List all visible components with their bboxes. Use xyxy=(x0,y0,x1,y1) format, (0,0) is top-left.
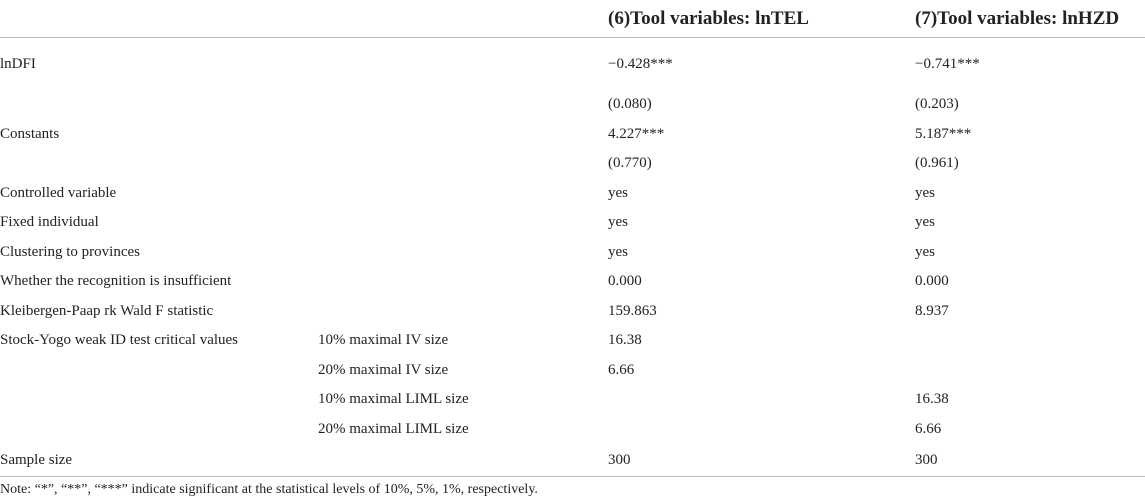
cell-model-7: 8.937 xyxy=(915,302,949,319)
cell-model-6: −0.428*** xyxy=(608,55,673,72)
table-row: Whether the recognition is insufficient … xyxy=(0,267,1145,297)
cell-model-7 xyxy=(915,356,1145,386)
table-row: (0.080) (0.203) xyxy=(0,90,1145,120)
cell-model-6: 300 xyxy=(608,444,915,477)
table-footnote: Note: “*”, “**”, “***” indicate signific… xyxy=(0,482,538,497)
table-row: Clustering to provinces yes yes xyxy=(0,238,1145,268)
row-sublabel: 20% maximal IV size xyxy=(318,361,449,378)
row-sublabel: 10% maximal LIML size xyxy=(318,391,469,408)
cell-model-6: (0.770) xyxy=(608,155,652,172)
table-row: (0.770) (0.961) xyxy=(0,149,1145,179)
cell-model-6 xyxy=(608,385,915,415)
row-label: Constants xyxy=(0,125,60,142)
table-row: lnDFI −0.428*** −0.741*** xyxy=(0,38,1145,91)
results-table-wrapper: (6)Tool variables: lnTEL (7)Tool variabl… xyxy=(0,0,1145,477)
cell-model-7: yes xyxy=(915,184,935,201)
row-sublabel xyxy=(318,179,608,209)
table-header-row: (6)Tool variables: lnTEL (7)Tool variabl… xyxy=(0,0,1145,38)
row-sublabel xyxy=(318,238,608,268)
row-sublabel: 20% maximal LIML size xyxy=(318,420,469,437)
cell-model-7: yes xyxy=(915,243,935,260)
row-sublabel xyxy=(318,297,608,327)
cell-model-7: 0.000 xyxy=(915,273,949,290)
header-cell-sub xyxy=(318,0,608,38)
header-cell-model-7: (7)Tool variables: lnHZD xyxy=(915,0,1145,38)
row-label xyxy=(0,415,318,445)
cell-model-6: 159.863 xyxy=(608,302,657,319)
table-row: 20% maximal IV size 6.66 xyxy=(0,356,1145,386)
row-label xyxy=(0,149,318,179)
cell-model-7: 5.187*** xyxy=(915,125,972,142)
row-sublabel xyxy=(318,38,608,91)
table-row: Constants 4.227*** 5.187*** xyxy=(0,120,1145,150)
row-label: Kleibergen-Paap rk Wald F statistic xyxy=(0,302,214,319)
row-sublabel: 10% maximal IV size xyxy=(318,332,449,349)
table-row: Kleibergen-Paap rk Wald F statistic 159.… xyxy=(0,297,1145,327)
row-label xyxy=(0,385,318,415)
header-cell-model-6: (6)Tool variables: lnTEL xyxy=(608,0,915,38)
cell-model-6: 6.66 xyxy=(608,361,635,378)
row-sublabel xyxy=(318,267,608,297)
row-sublabel xyxy=(318,444,608,477)
regression-results-table: (6)Tool variables: lnTEL (7)Tool variabl… xyxy=(0,0,1145,477)
table-row: Controlled variable yes yes xyxy=(0,179,1145,209)
table-row: Stock-Yogo weak ID test critical values … xyxy=(0,326,1145,356)
cell-model-6: (0.080) xyxy=(608,96,652,113)
cell-model-7: (0.961) xyxy=(915,155,959,172)
cell-model-6: yes xyxy=(608,214,628,231)
row-label: lnDFI xyxy=(0,55,36,72)
cell-model-6: 4.227*** xyxy=(608,125,665,142)
row-label xyxy=(0,356,318,386)
row-sublabel xyxy=(318,149,608,179)
cell-model-6: 0.000 xyxy=(608,273,642,290)
row-label: Controlled variable xyxy=(0,184,117,201)
cell-model-6: yes xyxy=(608,243,628,260)
row-label: Fixed individual xyxy=(0,214,99,231)
cell-model-7 xyxy=(915,326,1145,356)
table-row: Fixed individual yes yes xyxy=(0,208,1145,238)
cell-model-7: yes xyxy=(915,214,935,231)
cell-model-6: 16.38 xyxy=(608,332,642,349)
row-label: Whether the recognition is insufficient xyxy=(0,273,232,290)
row-label: Stock-Yogo weak ID test critical values xyxy=(0,332,239,349)
header-cell-variable xyxy=(0,0,318,38)
cell-model-7: −0.741*** xyxy=(915,55,980,72)
table-row: 10% maximal LIML size 16.38 xyxy=(0,385,1145,415)
cell-model-7: 6.66 xyxy=(915,420,942,437)
row-sublabel xyxy=(318,90,608,120)
row-label: Clustering to provinces xyxy=(0,243,140,260)
row-sublabel xyxy=(318,120,608,150)
row-label xyxy=(0,90,318,120)
cell-model-7: 16.38 xyxy=(915,391,949,408)
table-row: 20% maximal LIML size 6.66 xyxy=(0,415,1145,445)
cell-model-6 xyxy=(608,415,915,445)
row-sublabel xyxy=(318,208,608,238)
row-label: Sample size xyxy=(0,444,318,477)
cell-model-6: yes xyxy=(608,184,628,201)
cell-model-7: (0.203) xyxy=(915,96,959,113)
cell-model-7: 300 xyxy=(915,444,1145,477)
table-row: Sample size 300 300 xyxy=(0,444,1145,477)
